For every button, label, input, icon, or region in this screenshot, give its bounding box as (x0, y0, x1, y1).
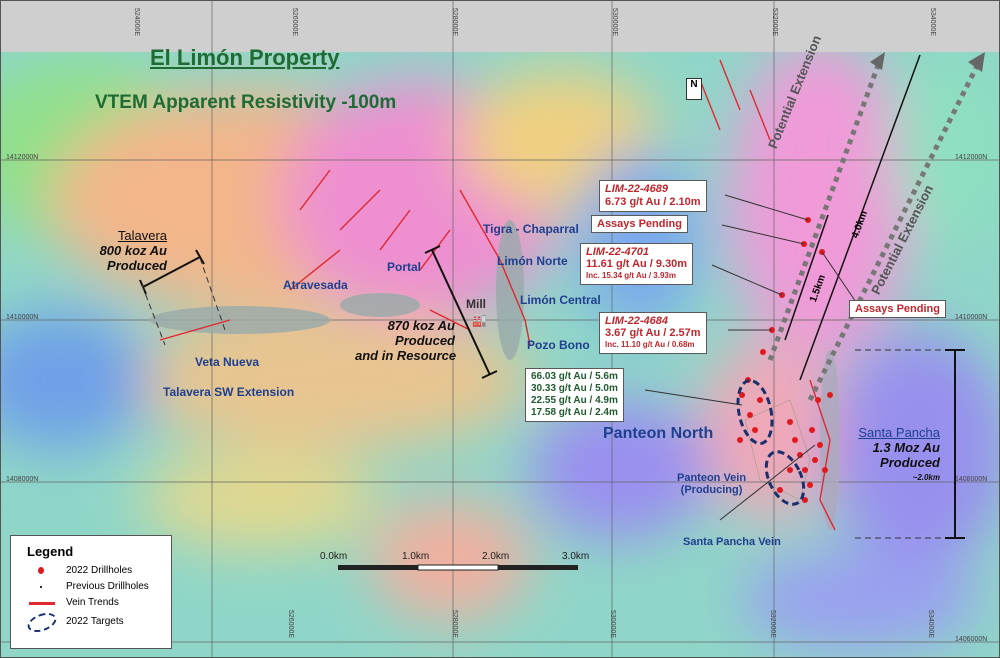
easting-label: 530000E (609, 610, 616, 639)
label-tigra-chaparral: Tigra - Chaparral (483, 222, 579, 236)
northing-label: 1410000N (6, 314, 39, 321)
extent-dashes (141, 257, 945, 539)
assay-result: 3.67 g/t Au / 2.57m (605, 327, 701, 339)
label-limon-central: Limón Central (520, 293, 601, 307)
scale-tick: 3.0km (562, 551, 590, 562)
santa-pancha-annotation: Santa Pancha 1.3 Moz Au Produced ~2.0km (840, 425, 940, 485)
northing-label: 1408000N (955, 476, 988, 483)
assay-result: 22.55 g/t Au / 4.9m (531, 395, 618, 406)
limon-annotation: 870 koz Au Produced and in Resource (355, 318, 457, 363)
legend-item: Previous Drillholes (66, 581, 149, 592)
assay-result: 30.33 g/t Au / 5.0m (531, 383, 618, 394)
label-atravesada: Atravesada (283, 278, 348, 292)
easting-label: 534000E (927, 610, 934, 639)
hole-id: LIM-22-4701 (586, 246, 649, 258)
easting-label: 526000E (291, 8, 298, 37)
scale-tick: 2.0km (482, 551, 510, 562)
label-mill: Mill (466, 297, 486, 311)
limon-status: Produced (395, 333, 455, 348)
label-talavera-sw: Talavera SW Extension (163, 385, 295, 399)
previous-drillhole-icon (40, 586, 42, 588)
label-limon-norte: Limón Norte (497, 254, 568, 268)
callout-lim-22-4684: LIM-22-4684 3.67 g/t Au / 2.57m Inc. 11.… (599, 312, 707, 354)
assay-result: 66.03 g/t Au / 5.6m (531, 371, 618, 382)
previous-drillholes (150, 220, 840, 530)
easting-label: 530000E (611, 8, 618, 37)
label-panteon-vein: Panteon Vein (Producing) (677, 472, 746, 496)
callout-assays-pending: Assays Pending (849, 300, 946, 318)
label-panteon-north: Panteon North (603, 425, 714, 442)
extension-arrowhead-icon (968, 52, 985, 72)
callout-leaders (644, 194, 859, 521)
northing-label: 1408000N (6, 476, 39, 483)
distance-arrows (784, 54, 921, 381)
limon-production: 870 koz Au (387, 318, 455, 333)
easting-label: 532000E (771, 8, 778, 37)
easting-label: 532000E (769, 610, 776, 639)
talavera-annotation: Talavera 800 koz Au Produced (82, 228, 167, 273)
limon-resource: and in Resource (355, 348, 457, 363)
easting-label: 528000E (451, 8, 458, 37)
scale-bar (338, 564, 578, 571)
northing-label: 1406000N (955, 636, 988, 643)
scale-tick: 0.0km (320, 551, 348, 562)
2022-targets (736, 379, 806, 506)
label-pozo-bono: Pozo Bono (527, 338, 590, 352)
extent-bars (139, 245, 965, 539)
assay-result: 6.73 g/t Au / 2.10m (605, 196, 701, 208)
hole-id: LIM-22-4684 (605, 315, 668, 327)
callout-lim-22-4701: LIM-22-4701 11.61 g/t Au / 9.30m Inc. 15… (580, 243, 694, 285)
callout-assays-pending: Assays Pending (591, 215, 688, 233)
hatched-zone (744, 399, 811, 501)
scale-tick: 1.0km (402, 551, 430, 562)
legend-item: 2022 Drillholes (66, 565, 133, 576)
panteon-vein-status: (Producing) (680, 484, 743, 496)
label-santa-pancha-vein: Santa Pancha Vein (683, 536, 781, 548)
talavera-name: Talavera (117, 228, 167, 243)
santa-pancha-name: Santa Pancha (858, 425, 940, 440)
callout-panteon-north-assays: 66.03 g/t Au / 5.6m 30.33 g/t Au / 5.0m … (525, 368, 624, 422)
potential-extension-lines (767, 58, 983, 402)
label-veta-nueva: Veta Nueva (195, 355, 260, 369)
assay-included: Inc. 11.10 g/t Au / 0.68m (605, 340, 695, 349)
talavera-status: Produced (107, 258, 167, 273)
talavera-production: 800 koz Au (99, 243, 167, 258)
target-icon (24, 609, 60, 636)
hole-id: LIM-22-4689 (605, 183, 668, 195)
map-subtitle: VTEM Apparent Resistivity -100m (95, 92, 397, 113)
legend: Legend 2022 Drillholes Previous Drillhol… (10, 535, 172, 649)
legend-item: 2022 Targets (66, 616, 124, 627)
northing-label: 1412000N (6, 154, 39, 161)
santa-pancha-production: 1.3 Moz Au (872, 440, 940, 455)
panteon-vein-name: Panteon Vein (677, 472, 747, 484)
santa-pancha-status: Produced (880, 455, 940, 470)
legend-title: Legend (27, 544, 74, 559)
vein-trend-icon (29, 602, 55, 605)
assay-result: 17.58 g/t Au / 2.4m (531, 407, 618, 418)
easting-label: 526000E (287, 610, 294, 639)
north-arrow-icon: N (686, 78, 702, 100)
legend-item: Vein Trends (66, 597, 119, 608)
northing-label: 1412000N (955, 154, 988, 161)
drillhole-2022-icon (38, 567, 44, 574)
assay-included: Inc. 15.34 g/t Au / 3.93m (586, 271, 676, 280)
label-portal: Portal (387, 260, 422, 274)
hillshade-strip (0, 0, 1000, 52)
santa-pancha-length: ~2.0km (912, 473, 940, 482)
factory-icon: 🏭 (472, 313, 487, 327)
callout-lim-22-4689: LIM-22-4689 6.73 g/t Au / 2.10m (599, 180, 707, 212)
extension-arrowhead-icon (870, 52, 885, 70)
vein-trends (159, 59, 836, 531)
map-title: El Limón Property (150, 45, 340, 70)
northing-label: 1410000N (955, 314, 988, 321)
easting-label: 534000E (929, 8, 936, 37)
easting-label: 524000E (133, 8, 140, 37)
easting-label: 528000E (451, 610, 458, 639)
assay-result: 11.61 g/t Au / 9.30m (586, 258, 688, 270)
